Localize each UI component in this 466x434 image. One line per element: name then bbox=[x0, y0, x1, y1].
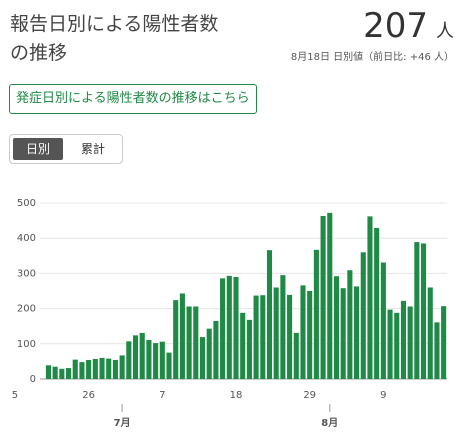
bar bbox=[179, 293, 185, 379]
chart: 0 100 200 300 400 500 5 26 7月 7 18 29 8月 9 bbox=[12, 198, 447, 429]
y-tick-label: 300 bbox=[17, 268, 36, 279]
bar bbox=[260, 295, 266, 379]
bar bbox=[139, 332, 145, 379]
link-button[interactable]: 発症日別による陽性者数の推移はこちら bbox=[9, 84, 257, 114]
bar bbox=[407, 306, 413, 379]
bar bbox=[427, 287, 433, 379]
bar bbox=[146, 339, 152, 379]
bar bbox=[441, 306, 447, 379]
bar bbox=[45, 365, 51, 379]
bar bbox=[52, 366, 58, 379]
headline-value: 207 bbox=[363, 6, 428, 46]
month-label: 7月 bbox=[114, 417, 131, 429]
toggle: 日別 累計 bbox=[9, 134, 123, 164]
bar bbox=[253, 295, 259, 379]
bar bbox=[367, 216, 373, 379]
bar bbox=[387, 309, 393, 379]
bar bbox=[313, 249, 319, 379]
subtitle: 8月18日 日別値（前日比: +46 人） bbox=[290, 52, 454, 63]
toggle-daily[interactable]: 日別 bbox=[13, 138, 63, 160]
bar bbox=[293, 332, 299, 379]
x-tick-label: 18 bbox=[230, 390, 243, 401]
bar bbox=[280, 275, 286, 379]
bar bbox=[206, 328, 212, 379]
y-tick-label: 200 bbox=[17, 304, 36, 315]
bar bbox=[72, 359, 78, 379]
bar bbox=[112, 359, 118, 379]
bar bbox=[79, 362, 85, 379]
bar bbox=[273, 287, 279, 379]
bar bbox=[340, 288, 346, 379]
bar bbox=[266, 250, 273, 379]
bar bbox=[99, 357, 105, 379]
x-tick-label: 9 bbox=[380, 390, 386, 401]
bar bbox=[132, 335, 139, 379]
headline-unit: 人 bbox=[436, 21, 454, 42]
bar bbox=[213, 320, 219, 379]
bar bbox=[59, 368, 65, 379]
toggle-cumulative[interactable]: 累計 bbox=[80, 142, 105, 156]
bar bbox=[119, 355, 125, 379]
y-tick-label: 100 bbox=[17, 339, 36, 350]
bar bbox=[307, 291, 313, 379]
bar bbox=[400, 300, 407, 379]
bar bbox=[106, 358, 112, 379]
title: 報告日別による陽性者数の推移 bbox=[10, 13, 219, 64]
bar bbox=[126, 341, 132, 379]
bar bbox=[220, 278, 226, 379]
bar bbox=[186, 306, 192, 379]
bar bbox=[434, 322, 440, 379]
bar bbox=[166, 352, 172, 379]
bar bbox=[347, 270, 353, 379]
bar bbox=[65, 368, 72, 379]
bar bbox=[92, 358, 98, 379]
bar bbox=[226, 275, 232, 379]
bar bbox=[233, 276, 239, 379]
bar bbox=[193, 306, 199, 379]
bar bbox=[287, 294, 293, 379]
bar bbox=[333, 276, 340, 379]
bar bbox=[246, 319, 252, 379]
bar bbox=[360, 252, 366, 379]
bar bbox=[354, 286, 360, 379]
x-tick-label: 7 bbox=[159, 390, 165, 401]
bar bbox=[159, 341, 165, 379]
bar bbox=[380, 262, 386, 379]
bar bbox=[394, 312, 400, 379]
bar bbox=[327, 212, 333, 379]
bar bbox=[374, 227, 380, 379]
y-tick-label: 0 bbox=[30, 374, 36, 385]
bar bbox=[414, 242, 420, 379]
x-tick-label: 26 bbox=[82, 390, 95, 401]
bar bbox=[421, 243, 427, 379]
bar bbox=[199, 337, 206, 379]
bar bbox=[153, 343, 159, 379]
bar bbox=[320, 216, 326, 379]
y-tick-label: 500 bbox=[17, 198, 36, 209]
bar bbox=[240, 312, 246, 379]
x-tick-label: 5 bbox=[12, 390, 18, 401]
bar bbox=[173, 300, 179, 379]
x-tick-label: 29 bbox=[303, 390, 316, 401]
bar bbox=[300, 285, 306, 379]
bar bbox=[86, 359, 92, 379]
month-label: 8月 bbox=[321, 417, 338, 429]
y-tick-label: 400 bbox=[17, 233, 36, 244]
headline: 207 人 bbox=[363, 6, 454, 46]
